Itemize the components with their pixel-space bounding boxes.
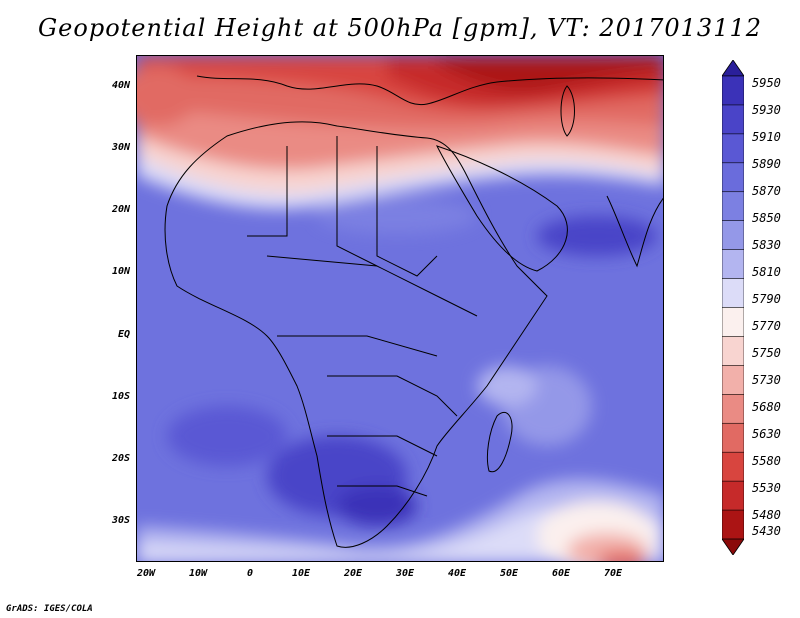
lon-label-70e: 70E	[603, 568, 623, 579]
colorbar-swatch	[722, 509, 744, 540]
colorbar-label: 5480	[752, 508, 781, 522]
colorbar-label: 5850	[752, 211, 781, 225]
colorbar-swatch	[722, 249, 744, 280]
colorbar	[722, 60, 744, 555]
colorbar-swatch	[722, 365, 744, 396]
lat-label-10s: 10S	[111, 391, 130, 402]
colorbar-swatch	[722, 104, 744, 135]
colorbar-swatch	[722, 133, 744, 164]
colorbar-label: 5950	[752, 76, 781, 90]
lon-label-30e: 30E	[395, 568, 415, 579]
map-panel	[136, 55, 664, 562]
colorbar-label: 5430	[752, 524, 781, 538]
lon-label-20w: 20W	[136, 568, 156, 579]
colorbar-label: 5890	[752, 157, 781, 171]
colorbar-label: 5680	[752, 400, 781, 414]
lat-label-40n: 40N	[111, 80, 130, 91]
colorbar-swatch	[722, 220, 744, 251]
lon-label-60e: 60E	[551, 568, 571, 579]
colorbar-label: 5830	[752, 238, 781, 252]
colorbar-label: 5930	[752, 103, 781, 117]
colorbar-label: 5750	[752, 346, 781, 360]
colorbar-label: 5770	[752, 319, 781, 333]
colorbar-swatch	[722, 162, 744, 193]
credit-text: GrADS: IGES/COLA	[6, 604, 93, 614]
colorbar-label: 5580	[752, 454, 781, 468]
lon-label-10w: 10W	[188, 568, 208, 579]
colorbar-swatch	[722, 451, 744, 482]
lat-label-10n: 10N	[111, 266, 130, 277]
lat-label-30s: 30S	[111, 515, 130, 526]
colorbar-swatch	[722, 278, 744, 309]
colorbar-label: 5630	[752, 427, 781, 441]
lon-label-40e: 40E	[447, 568, 467, 579]
lat-label-20s: 20S	[111, 453, 130, 464]
colorbar-bottom-arrow	[722, 538, 744, 555]
colorbar-swatch	[722, 307, 744, 338]
colorbar-swatch	[722, 394, 744, 425]
lon-label-20e: 20E	[343, 568, 363, 579]
lon-label-0: 0	[246, 568, 254, 579]
colorbar-swatch	[722, 422, 744, 453]
lat-label-30n: 30N	[111, 142, 130, 153]
colorbar-label: 5730	[752, 373, 781, 387]
plot-title: Geopotential Height at 500hPa [gpm], VT:…	[38, 14, 762, 42]
colorbar-swatch	[722, 336, 744, 367]
colorbar-swatch	[722, 191, 744, 222]
colorbar-label: 5530	[752, 481, 781, 495]
colorbar-swatch	[722, 75, 744, 106]
lat-label-eq: EQ	[117, 329, 130, 340]
colorbar-label: 5870	[752, 184, 781, 198]
lon-label-50e: 50E	[499, 568, 519, 579]
lat-label-20n: 20N	[111, 204, 130, 215]
height-field-map	[137, 56, 663, 561]
colorbar-label: 5790	[752, 292, 781, 306]
colorbar-label: 5910	[752, 130, 781, 144]
lon-label-10e: 10E	[291, 568, 311, 579]
colorbar-top-arrow	[722, 60, 744, 77]
colorbar-label: 5810	[752, 265, 781, 279]
colorbar-swatch	[722, 480, 744, 511]
